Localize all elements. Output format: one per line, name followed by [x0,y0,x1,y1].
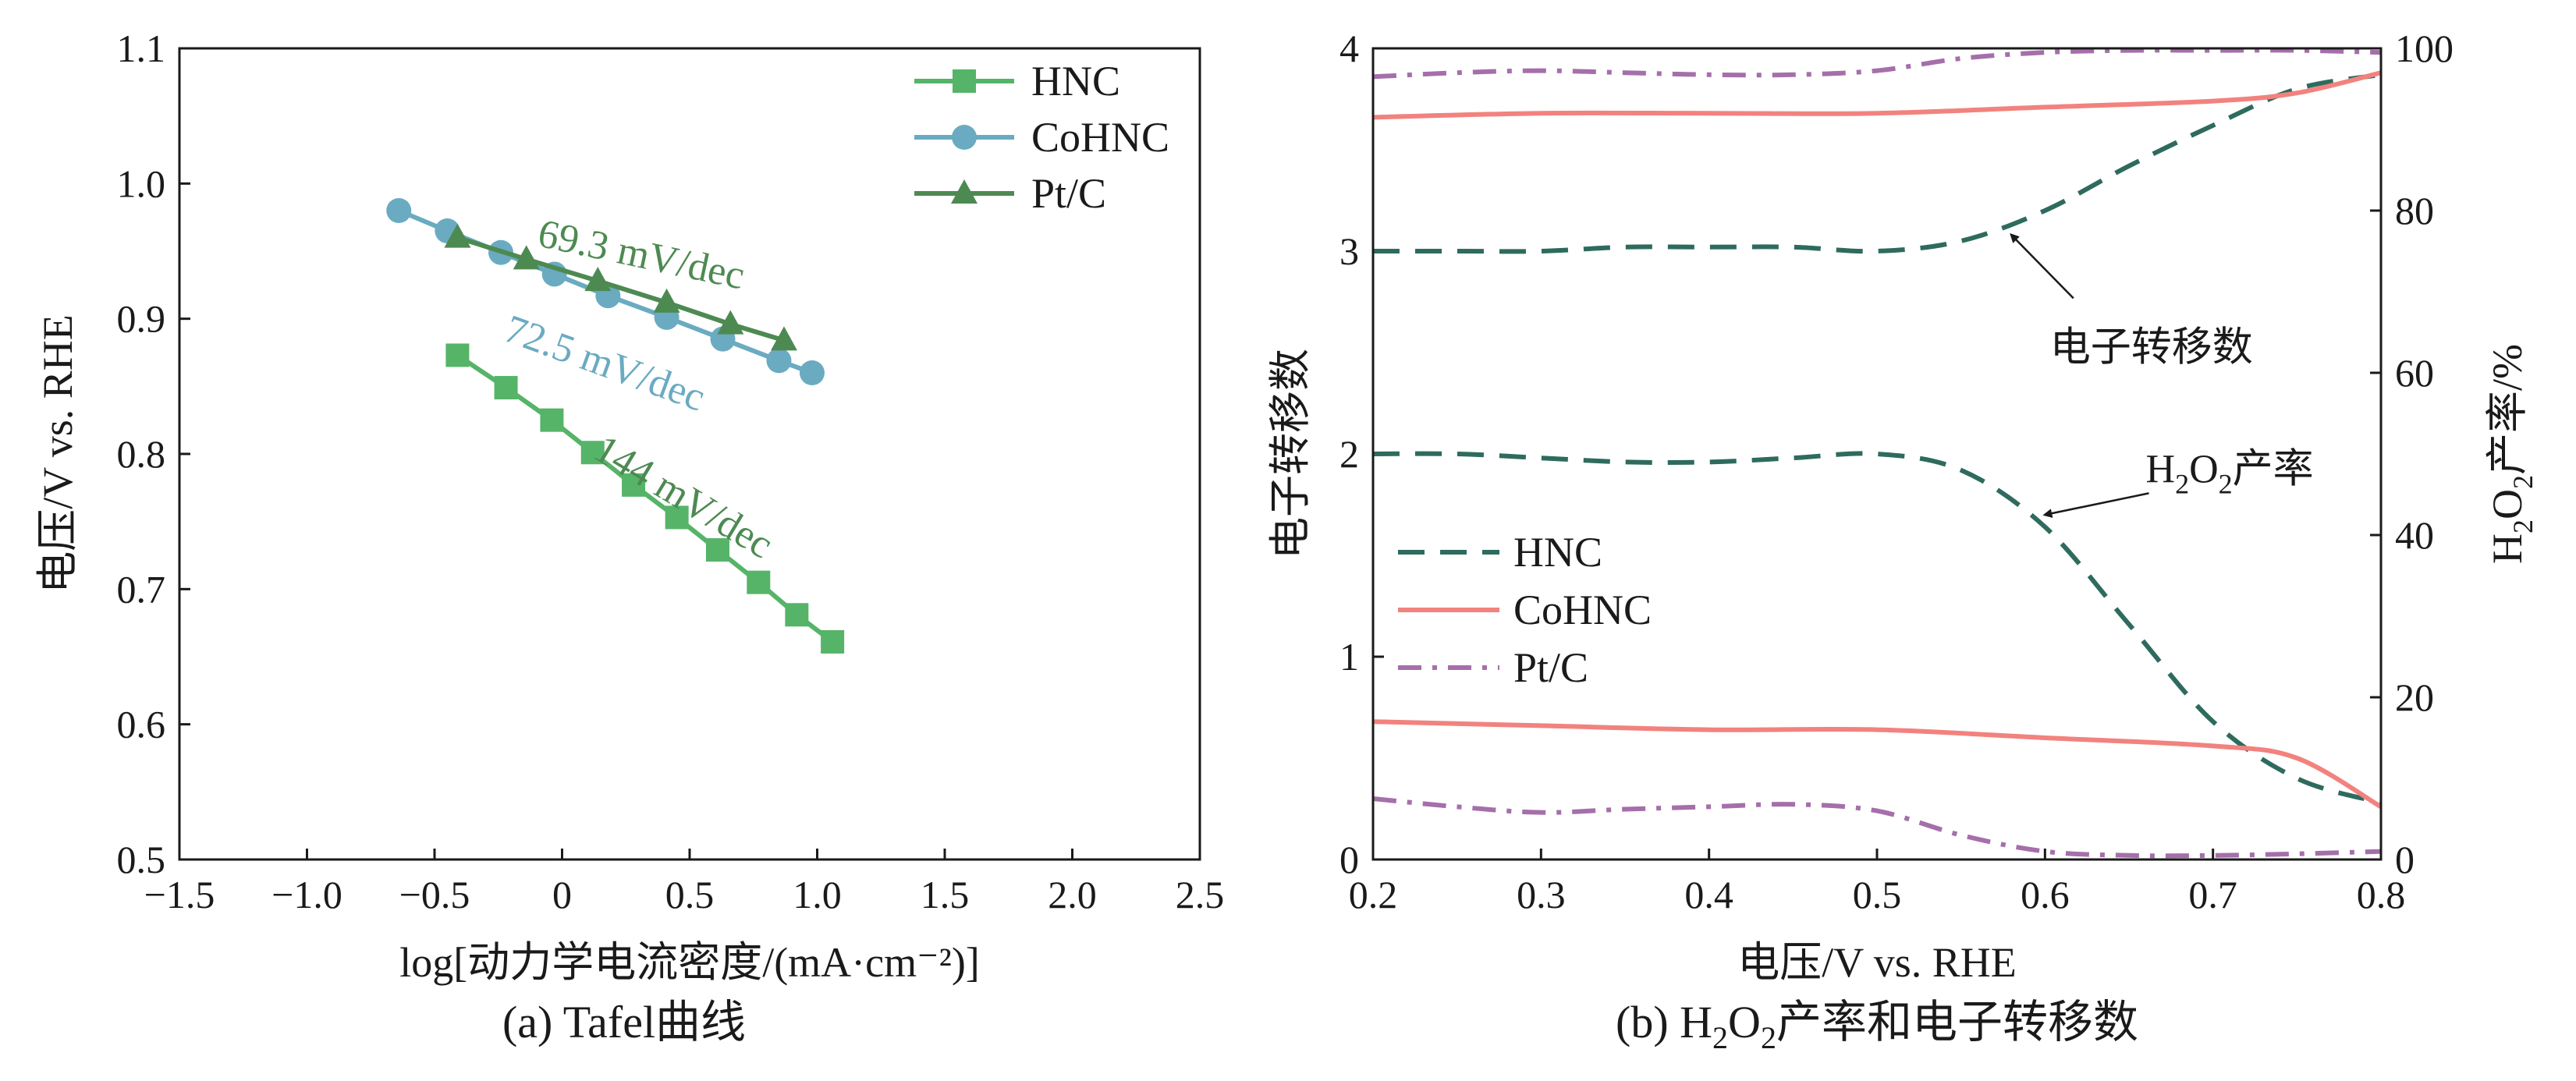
panel-b-series-Pt/C-yield [1372,796,2382,859]
panel-a-tafel: −1.5 −1.0 −0.5 0 0.5 1.0 1.5 2.0 2.5 0.5 0.6 0.7 0.8… [34,27,1224,1047]
panel-a-point-Pt/C [584,267,612,292]
panel-b-xtick-label: 0.3 [1517,873,1566,916]
panel-b-ytick-right-label: 40 [2395,513,2434,557]
panel-b-ytick-right-label: 80 [2395,189,2434,232]
panel-b-legend: HNC CoHNC Pt/C [1398,529,1652,691]
panel-b-caption: (b) H2O2产率和电子转移数 [1616,997,2138,1055]
panel-b-ytick-right-label: 20 [2395,675,2434,719]
panel-b-series-CoHNC-n [1372,70,2382,120]
panel-a-point-Pt/C [717,310,744,335]
panel-b-annotation-yield: H2O2产率 [2146,447,2314,499]
panel-a-xtick-label: 1.5 [921,873,970,916]
panel-b-xlabel: 电压/V vs. RHE [1737,939,2017,986]
panel-b-ytick-label: 4 [1339,27,1359,70]
panel-b-annotation-electron: 电子转移数 [2050,325,2253,370]
panel-b-legend-label-Pt/C: Pt/C [1513,644,1588,691]
panel-b-legend-label-CoHNC: CoHNC [1513,587,1652,633]
panel-a-xtick-label: 1.0 [793,873,842,916]
panel-b-ytick-label: 1 [1339,635,1359,679]
panel-a-point-HNC [665,505,689,530]
panel-b-ytick-right-label: 60 [2395,351,2434,395]
panel-a-xlabel: log[动力学电流密度/(mA·cm⁻²)] [399,939,980,986]
panel-b-series-Pt/C-n [1372,48,2382,80]
panel-a-ytick-label: 1.0 [117,161,166,205]
panel-a-point-CoHNC [386,198,412,223]
panel-b-series [1372,48,2383,859]
panel-a-point-HNC [785,603,809,627]
panel-a-series-line-HNC [456,353,834,644]
panel-b-xtick-label: 0.5 [1853,873,1902,916]
panel-a-ticks: −1.5 −1.0 −0.5 0 0.5 1.0 1.5 2.0 2.5 0.5 0.6 0.7 0.8… [117,27,1225,916]
panel-b-ylabel-right: H2O2产率/% [2484,344,2539,564]
panel-a-xtick-label: 0 [552,873,572,916]
panel-b-ytick-right-label: 100 [2395,27,2454,70]
panel-b-annotation-arrow [2042,492,2149,519]
panel-a-xtick-label: −1.0 [271,873,342,916]
panel-b-xtick-label: 0.8 [2357,873,2406,916]
panel-b-xtick-label: 0.4 [1684,873,1733,916]
panel-a-ytick-label: 0.5 [117,838,166,881]
panel-b-annotation-yield-part: H [2146,447,2176,491]
panel-b-annotation-yield-part: 产率 [2233,447,2314,491]
panel-a-point-HNC [494,376,518,400]
panel-a-legend-label-HNC: HNC [1031,58,1120,105]
panel-a-point-HNC [821,629,845,654]
panel-a-xtick-label: 0.5 [665,873,715,916]
panel-a-point-HNC [705,538,729,562]
panel-b-annotation-yield-part: 2 [2175,468,2189,499]
panel-b-xtick-label: 0.6 [2021,873,2070,916]
panel-a-point-Pt/C [653,288,680,313]
panel-a-frame [178,47,1201,861]
panel-a-legend-label-CoHNC: CoHNC [1031,114,1169,161]
panel-b-xtick-label: 0.7 [2188,873,2237,916]
panel-a-legend-marker-HNC [953,69,976,93]
panel-a-ytick-label: 0.6 [117,703,166,746]
panel-b-annotation-yield-part: O [2189,447,2219,491]
panel-a-legend-label-Pt/C: Pt/C [1031,170,1106,217]
panel-b-frame [1371,47,2383,861]
panel-a-point-CoHNC [766,348,792,374]
panel-b-xtick-label: 0.2 [1349,873,1398,916]
panel-a-series [386,198,845,654]
panel-b-ytick-label: 3 [1339,229,1359,273]
panel-a-ytick-label: 0.9 [117,297,166,341]
panel-b-ylabel: 电子转移数 [1267,349,1314,559]
panel-a-point-Pt/C [513,245,540,270]
panel-b-series-HNC-n [1373,72,2382,254]
panel-a-xtick-label: −0.5 [399,873,470,916]
panel-a-ylabel: 电压/V vs. RHE [34,314,81,594]
panel-a-slope-label: 69.3 mV/dec [534,211,749,299]
panel-b-annotation-arrow [2010,233,2074,299]
panel-a-point-HNC [747,570,771,594]
panel-a-xtick-label: −1.5 [144,873,215,916]
panel-a-point-Pt/C [444,223,471,248]
panel-b-legend-label-HNC: HNC [1513,529,1602,576]
panel-a-ytick-label: 0.7 [117,567,166,611]
panel-a-slope-label: 144 mV/dec [587,427,780,568]
panel-a-point-HNC [445,343,470,367]
panel-b-series-HNC-yield [1372,451,2382,806]
panel-a-legend-marker-CoHNC [952,125,977,150]
panel-b-annotation-yield-part: 2 [2219,468,2233,499]
panel-b-series-CoHNC-yield [1372,719,2383,809]
panel-a-point-CoHNC [799,360,825,385]
panel-a-xtick-label: 2.5 [1176,873,1225,916]
panel-a-legend: HNC CoHNC Pt/C [914,58,1169,217]
panel-a-point-HNC [540,408,564,432]
panel-a-caption: (a) Tafel曲线 [502,997,746,1047]
panel-b-ytick-label: 0 [1339,838,1359,881]
panel-a-point-HNC [580,441,605,465]
panel-a-point-HNC [622,473,646,497]
panel-a-point-Pt/C [770,326,797,351]
panel-b-ytick-label: 2 [1339,432,1359,476]
panel-a-ytick-label: 0.8 [117,432,166,476]
panel-b-ytick-right-label: 0 [2395,838,2415,881]
panel-a-xtick-label: 2.0 [1048,873,1097,916]
panel-a-legend-marker-Pt/C [951,179,978,204]
panel-a-ytick-label: 1.1 [117,27,166,70]
